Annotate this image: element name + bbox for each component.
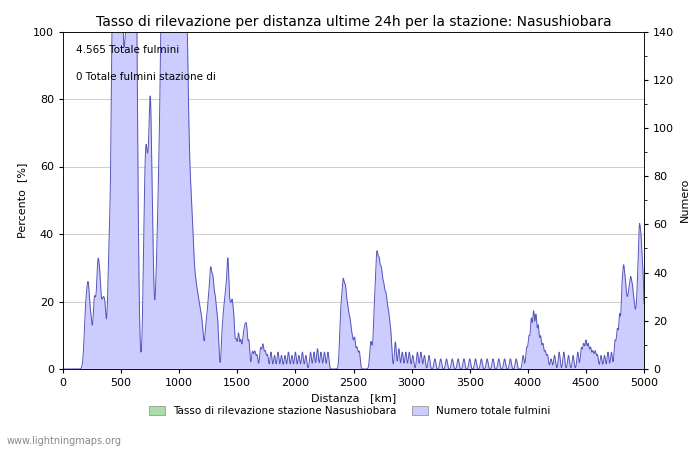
Text: 0 Totale fulmini stazione di: 0 Totale fulmini stazione di (76, 72, 216, 82)
Text: www.lightningmaps.org: www.lightningmaps.org (7, 436, 122, 446)
Title: Tasso di rilevazione per distanza ultime 24h per la stazione: Nasushiobara: Tasso di rilevazione per distanza ultime… (96, 15, 611, 29)
Text: 4.565 Totale fulmini: 4.565 Totale fulmini (76, 45, 179, 55)
Legend: Tasso di rilevazione stazione Nasushiobara, Numero totale fulmini: Tasso di rilevazione stazione Nasushioba… (145, 402, 555, 420)
Y-axis label: Percento  [%]: Percento [%] (18, 162, 27, 238)
Y-axis label: Numero: Numero (680, 178, 689, 222)
X-axis label: Distanza   [km]: Distanza [km] (311, 394, 396, 404)
